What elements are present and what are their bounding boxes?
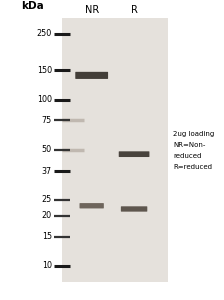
Text: R: R xyxy=(131,5,138,15)
Bar xyxy=(62,18,168,282)
Text: 75: 75 xyxy=(42,116,52,125)
Text: NR=Non-: NR=Non- xyxy=(173,142,205,148)
FancyBboxPatch shape xyxy=(75,72,108,79)
Text: 150: 150 xyxy=(37,66,52,75)
Text: 20: 20 xyxy=(42,212,52,220)
Text: 250: 250 xyxy=(37,29,52,38)
FancyBboxPatch shape xyxy=(80,203,104,208)
Text: NR: NR xyxy=(84,5,99,15)
Text: 10: 10 xyxy=(42,261,52,270)
Text: R=reduced: R=reduced xyxy=(173,164,212,170)
Text: reduced: reduced xyxy=(173,153,201,159)
Text: 50: 50 xyxy=(42,145,52,154)
Text: 100: 100 xyxy=(37,95,52,104)
Text: 15: 15 xyxy=(42,232,52,241)
Text: kDa: kDa xyxy=(21,1,43,11)
FancyBboxPatch shape xyxy=(121,206,147,211)
FancyBboxPatch shape xyxy=(119,151,149,157)
Text: 25: 25 xyxy=(42,195,52,204)
Text: 2ug loading: 2ug loading xyxy=(173,131,214,137)
Text: 37: 37 xyxy=(42,167,52,176)
